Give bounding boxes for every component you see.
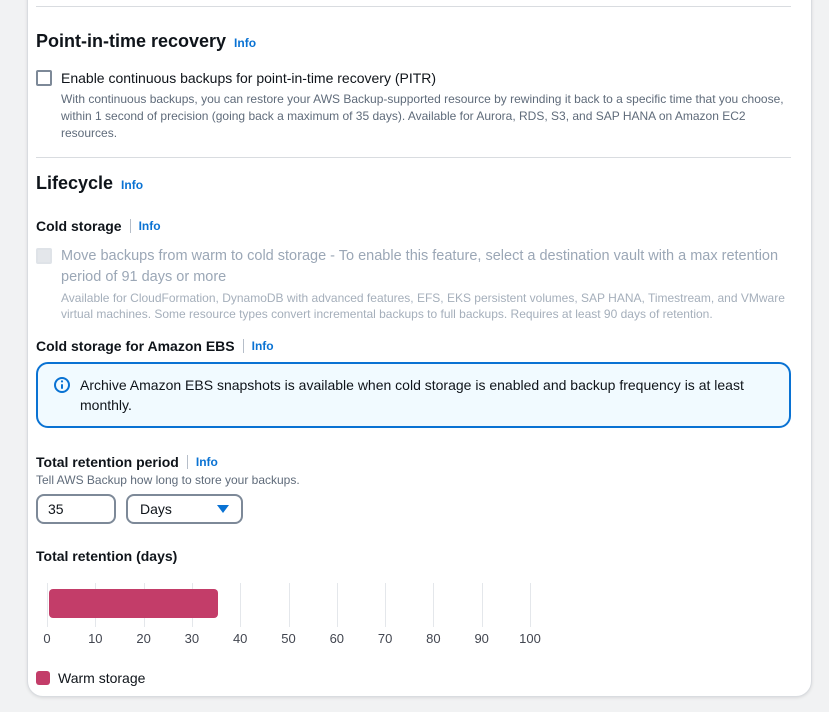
x-axis-tick-label: 10: [88, 631, 103, 646]
chart-gridline: [240, 583, 242, 627]
label-separator: [186, 455, 188, 469]
pitr-section-title: Point-in-time recovery: [36, 31, 227, 51]
label-separator: [242, 339, 244, 353]
warm-storage-bar: [49, 589, 219, 618]
cold-storage-info-link[interactable]: Info: [138, 219, 161, 233]
cold-storage-label: Cold storage: [36, 218, 122, 234]
cold-storage-checkbox-text: Move backups from warm to cold storage -…: [61, 246, 791, 322]
lifecycle-section-title: Lifecycle: [36, 173, 114, 193]
chart-gridline: [481, 583, 483, 627]
retention-unit-value: Days: [140, 501, 172, 517]
backup-plan-form-card: Point-in-time recovery Info Enable conti…: [27, 0, 812, 697]
cold-storage-ebs-label: Cold storage for Amazon EBS: [36, 338, 235, 354]
x-axis-tick-label: 80: [426, 631, 441, 646]
x-axis-tick-label: 50: [281, 631, 296, 646]
chart-gridline: [288, 583, 290, 627]
x-axis-tick-label: 30: [184, 631, 200, 646]
pitr-checkbox-description: With continuous backups, you can restore…: [61, 92, 784, 140]
x-axis-tick-label: 70: [377, 631, 393, 646]
cold-storage-checkbox-label: Move backups from warm to cold storage -…: [61, 248, 779, 285]
retention-unit-select[interactable]: Days: [126, 494, 243, 524]
chart-title: Total retention (days): [36, 548, 178, 564]
x-axis-tick-label: 60: [329, 631, 345, 646]
section-divider-middle: [36, 157, 791, 158]
total-retention-period-label: Total retention period: [36, 454, 179, 470]
total-retention-info-link[interactable]: Info: [195, 455, 218, 469]
cold-storage-checkbox: [36, 248, 52, 264]
chart-gridline: [433, 583, 435, 627]
section-divider-top: [36, 6, 791, 7]
chart-legend: Warm storage: [36, 669, 791, 687]
pitr-checkbox-label[interactable]: Enable continuous backups for point-in-t…: [61, 70, 437, 86]
total-retention-description: Tell AWS Backup how long to store your b…: [36, 473, 300, 487]
x-axis-tick-label: 100: [519, 631, 541, 646]
lifecycle-section: Lifecycle Info Cold storage Info Move ba…: [36, 172, 791, 687]
x-axis-tick-label: 20: [136, 631, 151, 646]
pitr-checkbox[interactable]: [36, 70, 52, 86]
chevron-down-icon: [217, 505, 229, 513]
ebs-alert-text: Archive Amazon EBS snapshots is availabl…: [80, 377, 744, 413]
legend-label: Warm storage: [58, 670, 146, 686]
x-axis-tick-label: 0: [43, 631, 51, 646]
lifecycle-info-link[interactable]: Info: [121, 178, 144, 192]
pitr-info-link[interactable]: Info: [234, 36, 257, 50]
retention-bar-chart: 0 10 20 30 40 50 60 70 80 90 100: [36, 583, 596, 649]
warm-storage-swatch-icon: [36, 671, 50, 685]
chart-gridline: [47, 583, 48, 627]
chart-gridline: [336, 583, 338, 627]
x-axis-tick-label: 90: [474, 631, 489, 646]
retention-inputs-row: Days: [36, 494, 791, 524]
x-axis-tick-label: 40: [232, 631, 248, 646]
info-icon: [54, 377, 70, 415]
chart-gridline: [530, 583, 531, 627]
pitr-checkbox-text: Enable continuous backups for point-in-t…: [61, 68, 791, 142]
cold-storage-ebs-info-link[interactable]: Info: [251, 339, 274, 353]
label-separator: [129, 219, 131, 233]
ebs-info-alert: Archive Amazon EBS snapshots is availabl…: [36, 362, 791, 428]
pitr-section: Point-in-time recovery Info Enable conti…: [36, 29, 791, 142]
cold-storage-description: Available for CloudFormation, DynamoDB w…: [61, 291, 785, 321]
chart-gridline: [385, 583, 387, 627]
retention-value-input[interactable]: [36, 494, 116, 524]
